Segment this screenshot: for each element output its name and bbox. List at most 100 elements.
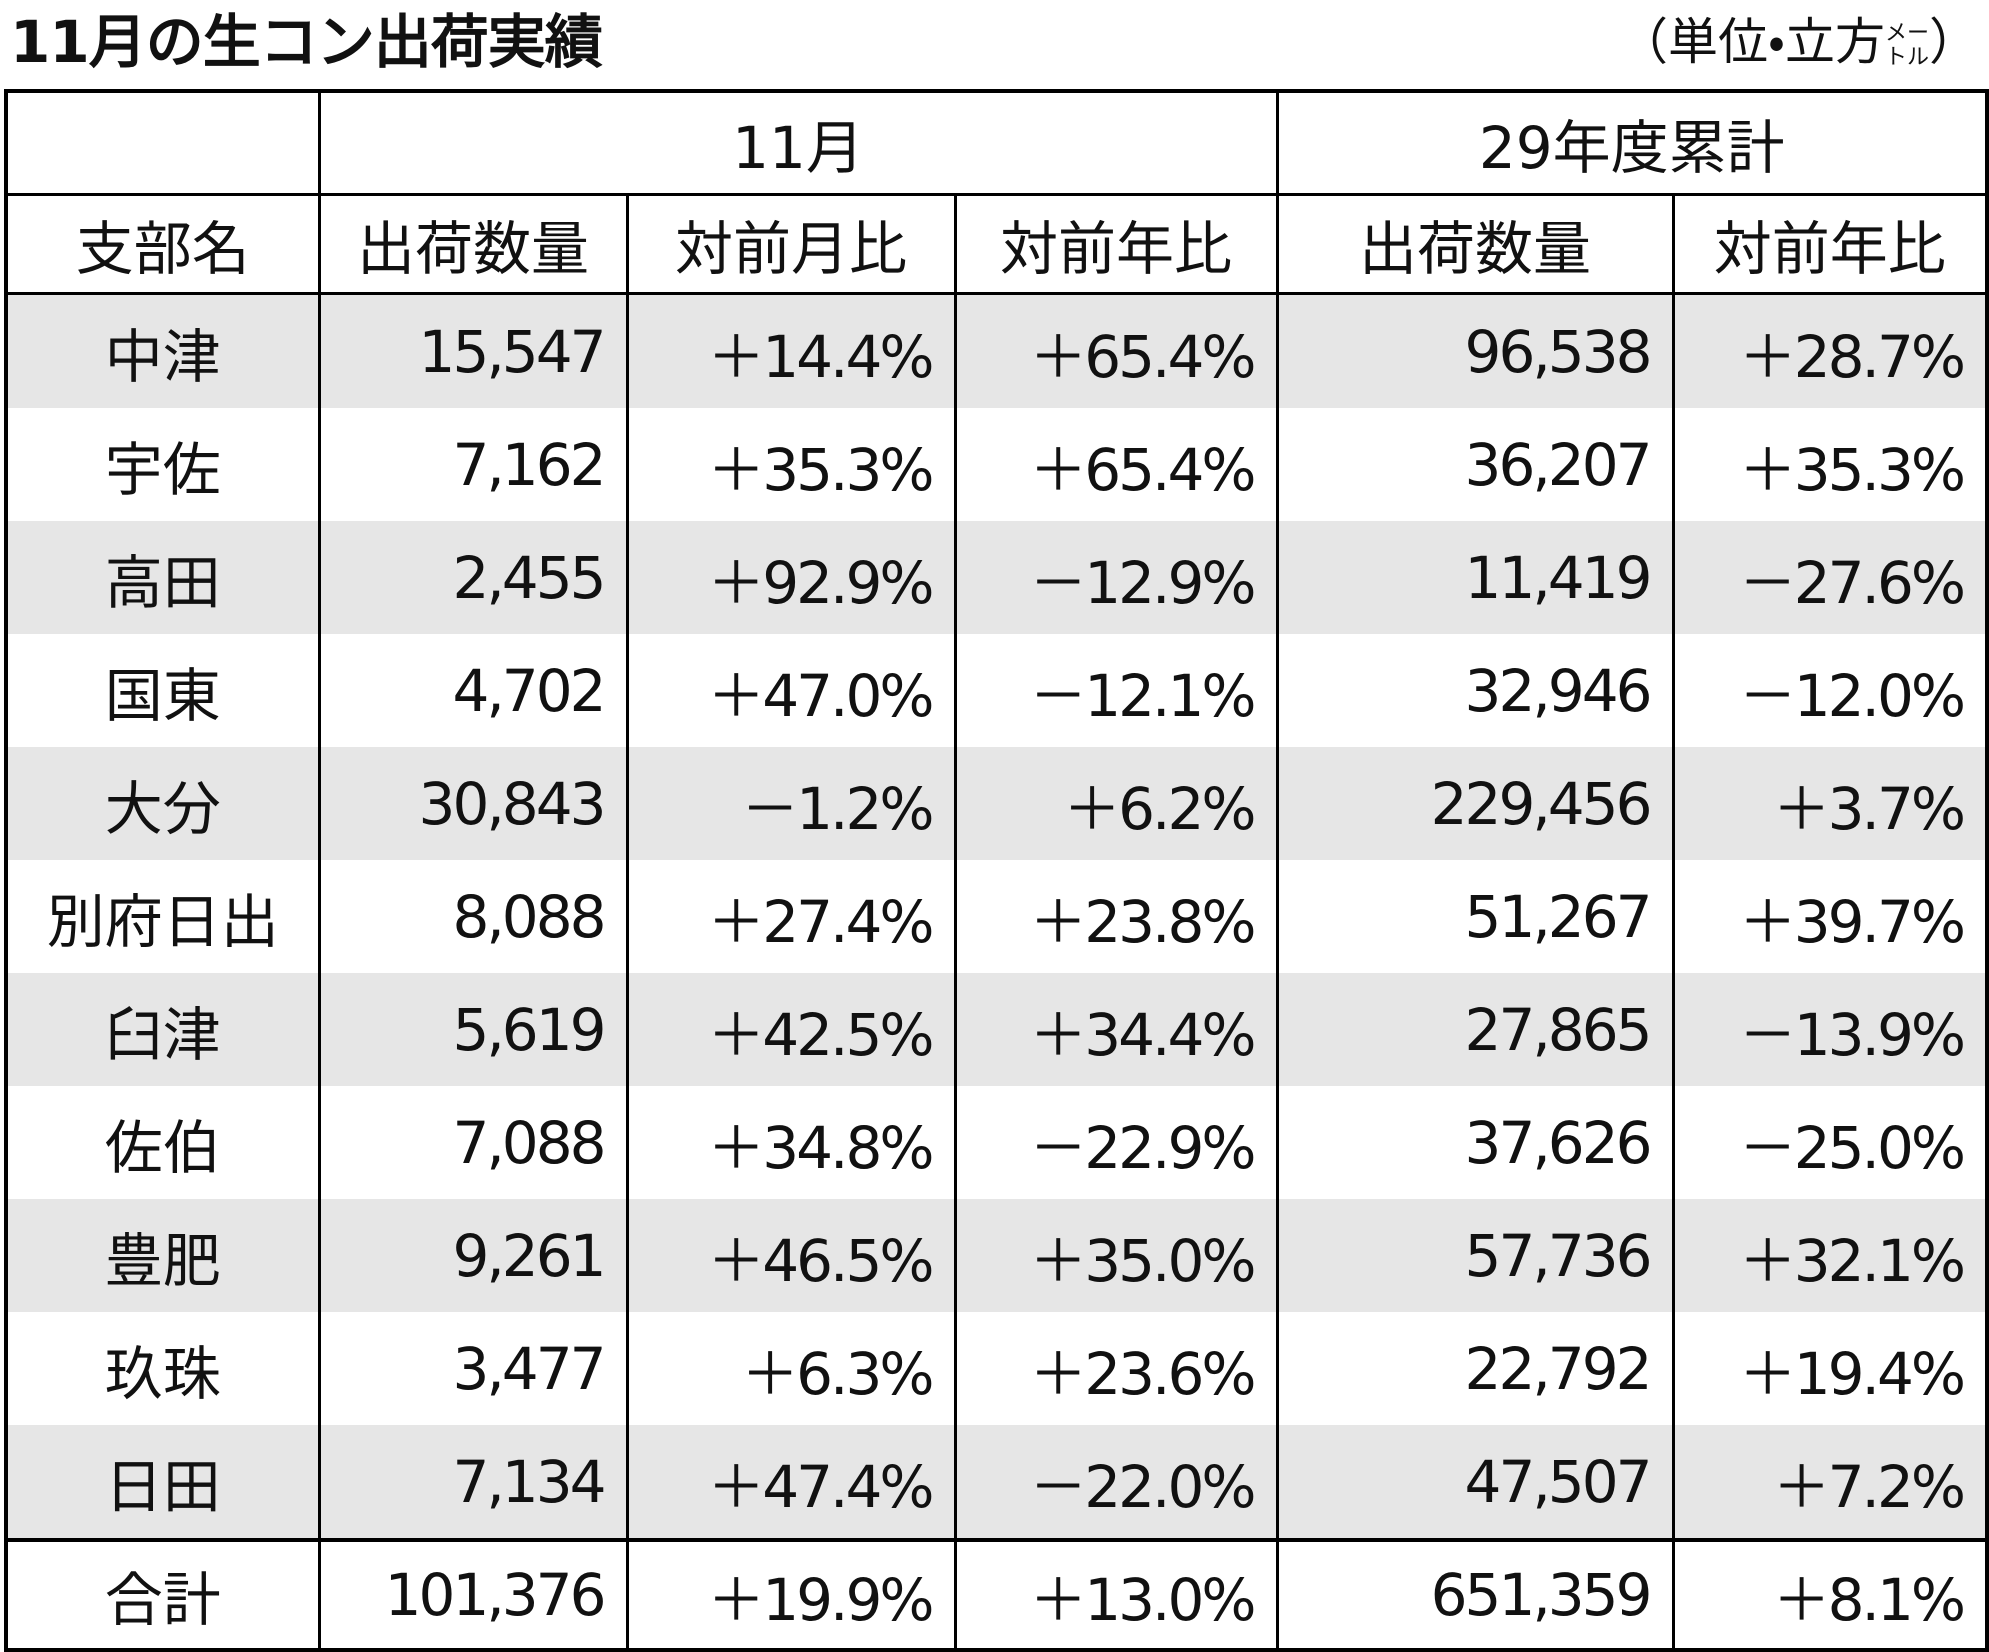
- branch-cell: 豊肥: [4, 1199, 321, 1312]
- table: 11月 29年度累計 支部名 出荷数量 対前月比 対前年比 出荷数量 対前年比 中津 15,5…: [4, 89, 1989, 1652]
- value-cell: ＋34.8%: [625, 1086, 957, 1199]
- value-cell: 対前年比: [953, 194, 1279, 295]
- value-cell: ＋39.7%: [1671, 860, 1989, 973]
- value-cell: 出荷数量: [317, 194, 629, 295]
- group-header: 29年度累計: [1275, 91, 1989, 196]
- value-cell: ＋35.0%: [953, 1199, 1279, 1312]
- value-cell: 27,865: [1275, 973, 1675, 1086]
- title: 11月の生コン出荷実績: [10, 8, 603, 76]
- value-cell: －12.9%: [953, 521, 1279, 634]
- data-row: 国東 4,702 ＋47.0% －12.1% 32,946 －12.0%: [4, 634, 1989, 747]
- value-cell: ＋13.0%: [953, 1538, 1279, 1650]
- value-cell: ＋6.3%: [625, 1312, 957, 1425]
- data-row: 中津 15,547 ＋14.4% ＋65.4% 96,538 ＋28.7%: [4, 293, 1989, 408]
- value-cell: －1.2%: [625, 747, 957, 860]
- unit-close: ）: [1929, 13, 1979, 71]
- value-cell: ＋34.4%: [953, 973, 1279, 1086]
- unit-small: メー トル: [1884, 20, 1929, 70]
- data-row: 佐伯 7,088 ＋34.8% －22.9% 37,626 －25.0%: [4, 1086, 1989, 1199]
- value-cell: ＋19.9%: [625, 1538, 957, 1650]
- value-cell: 47,507: [1275, 1425, 1675, 1540]
- value-cell: ＋8.1%: [1671, 1538, 1989, 1650]
- value-cell: ＋65.4%: [953, 293, 1279, 408]
- value-cell: 32,946: [1275, 634, 1675, 747]
- value-cell: ＋7.2%: [1671, 1425, 1989, 1540]
- total-row: 合計 101,376 ＋19.9% ＋13.0% 651,359 ＋8.1%: [4, 1538, 1989, 1650]
- value-cell: 15,547: [317, 293, 629, 408]
- data-row: 高田 2,455 ＋92.9% －12.9% 11,419 －27.6%: [4, 521, 1989, 634]
- value-cell: 22,792: [1275, 1312, 1675, 1425]
- branch-cell: 支部名: [4, 194, 321, 295]
- value-cell: －12.1%: [953, 634, 1279, 747]
- value-cell: －22.9%: [953, 1086, 1279, 1199]
- value-cell: ＋92.9%: [625, 521, 957, 634]
- branch-cell: 別府日出: [4, 860, 321, 973]
- value-cell: ＋23.6%: [953, 1312, 1279, 1425]
- value-cell: 8,088: [317, 860, 629, 973]
- value-cell: 5,619: [317, 973, 629, 1086]
- data-row: 宇佐 7,162 ＋35.3% ＋65.4% 36,207 ＋35.3%: [4, 408, 1989, 521]
- branch-cell: 高田: [4, 521, 321, 634]
- value-cell: 30,843: [317, 747, 629, 860]
- value-cell: 7,134: [317, 1425, 629, 1540]
- value-cell: －25.0%: [1671, 1086, 1989, 1199]
- data-row: 日田 7,134 ＋47.4% －22.0% 47,507 ＋7.2%: [4, 1425, 1989, 1540]
- value-cell: 36,207: [1275, 408, 1675, 521]
- unit-small-bottom: トル: [1884, 44, 1929, 70]
- value-cell: 2,455: [317, 521, 629, 634]
- value-cell: ＋46.5%: [625, 1199, 957, 1312]
- value-cell: ＋28.7%: [1671, 293, 1989, 408]
- group-header-row: 11月 29年度累計: [4, 91, 1989, 196]
- value-cell: ＋32.1%: [1671, 1199, 1989, 1312]
- branch-cell: 大分: [4, 747, 321, 860]
- value-cell: 出荷数量: [1275, 194, 1675, 295]
- value-cell: 対前年比: [1671, 194, 1989, 295]
- unit: （単位・立方メー トル）: [1618, 4, 1979, 80]
- unit-open: （単位・立方: [1617, 13, 1885, 71]
- value-cell: ＋47.4%: [625, 1425, 957, 1540]
- value-cell: ＋14.4%: [625, 293, 957, 408]
- branch-cell: 臼津: [4, 973, 321, 1086]
- value-cell: 229,456: [1275, 747, 1675, 860]
- value-cell: ＋35.3%: [625, 408, 957, 521]
- value-cell: 4,702: [317, 634, 629, 747]
- value-cell: －27.6%: [1671, 521, 1989, 634]
- branch-cell: 宇佐: [4, 408, 321, 521]
- branch-cell: 国東: [4, 634, 321, 747]
- data-row: 玖珠 3,477 ＋6.3% ＋23.6% 22,792 ＋19.4%: [4, 1312, 1989, 1425]
- value-cell: 51,267: [1275, 860, 1675, 973]
- branch-cell: 佐伯: [4, 1086, 321, 1199]
- branch-cell: 玖珠: [4, 1312, 321, 1425]
- value-cell: 3,477: [317, 1312, 629, 1425]
- value-cell: ＋47.0%: [625, 634, 957, 747]
- value-cell: 96,538: [1275, 293, 1675, 408]
- value-cell: 11,419: [1275, 521, 1675, 634]
- value-cell: 9,261: [317, 1199, 629, 1312]
- data-row: 大分 30,843 －1.2% ＋6.2% 229,456 ＋3.7%: [4, 747, 1989, 860]
- value-cell: 101,376: [317, 1538, 629, 1650]
- value-cell: 7,088: [317, 1086, 629, 1199]
- branch-cell: 日田: [4, 1425, 321, 1540]
- value-cell: ＋23.8%: [953, 860, 1279, 973]
- data-row: 別府日出 8,088 ＋27.4% ＋23.8% 51,267 ＋39.7%: [4, 860, 1989, 973]
- value-cell: 651,359: [1275, 1538, 1675, 1650]
- group-header: 11月: [317, 91, 1279, 196]
- value-cell: －13.9%: [1671, 973, 1989, 1086]
- value-cell: ＋3.7%: [1671, 747, 1989, 860]
- value-cell: 対前月比: [625, 194, 957, 295]
- value-cell: ＋27.4%: [625, 860, 957, 973]
- value-cell: 7,162: [317, 408, 629, 521]
- value-cell: ＋35.3%: [1671, 408, 1989, 521]
- value-cell: ＋19.4%: [1671, 1312, 1989, 1425]
- value-cell: －22.0%: [953, 1425, 1279, 1540]
- unit-small-top: メー: [1884, 20, 1929, 46]
- empty-cell: [4, 91, 321, 196]
- value-cell: 57,736: [1275, 1199, 1675, 1312]
- branch-cell: 合計: [4, 1538, 321, 1650]
- value-cell: ＋6.2%: [953, 747, 1279, 860]
- value-cell: －12.0%: [1671, 634, 1989, 747]
- column-header-row: 支部名 出荷数量 対前月比 対前年比 出荷数量 対前年比: [4, 194, 1989, 295]
- value-cell: ＋65.4%: [953, 408, 1279, 521]
- data-row: 豊肥 9,261 ＋46.5% ＋35.0% 57,736 ＋32.1%: [4, 1199, 1989, 1312]
